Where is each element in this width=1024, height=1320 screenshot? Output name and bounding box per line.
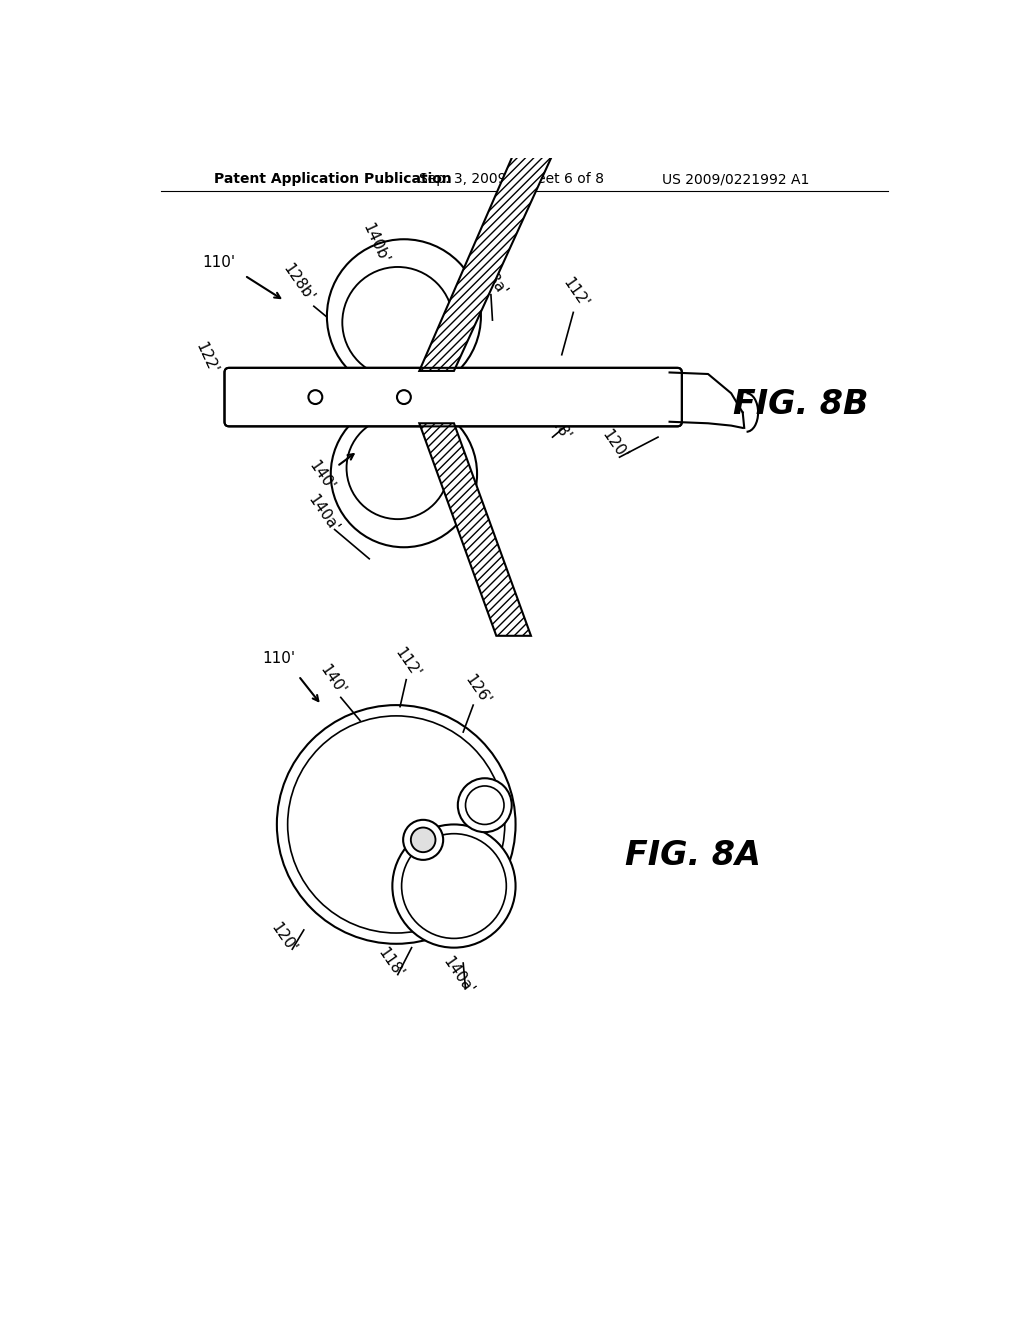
Circle shape bbox=[466, 785, 504, 825]
Circle shape bbox=[276, 705, 515, 944]
Text: 128b': 128b' bbox=[280, 261, 316, 305]
Circle shape bbox=[327, 239, 481, 393]
Text: US 2009/0221992 A1: US 2009/0221992 A1 bbox=[662, 172, 809, 186]
Text: 118': 118' bbox=[375, 945, 407, 981]
Bar bbox=[366, 371, 442, 424]
Polygon shape bbox=[419, 132, 558, 371]
Circle shape bbox=[401, 834, 506, 939]
Polygon shape bbox=[419, 424, 531, 636]
Circle shape bbox=[392, 825, 515, 948]
Text: 112': 112' bbox=[560, 276, 591, 312]
Text: 120': 120' bbox=[598, 426, 630, 463]
Text: 122': 122' bbox=[193, 341, 220, 376]
Text: FIG. 8B: FIG. 8B bbox=[733, 388, 868, 421]
Text: 118': 118' bbox=[543, 408, 573, 445]
Text: 110': 110' bbox=[203, 255, 236, 269]
Text: 128a': 128a' bbox=[473, 256, 509, 300]
Text: 112': 112' bbox=[392, 645, 423, 681]
Text: 120': 120' bbox=[267, 920, 299, 956]
Text: Patent Application Publication: Patent Application Publication bbox=[214, 172, 452, 186]
Text: 140': 140' bbox=[316, 663, 348, 698]
Text: FIG. 8A: FIG. 8A bbox=[625, 838, 761, 871]
Circle shape bbox=[397, 391, 411, 404]
Circle shape bbox=[411, 828, 435, 853]
Text: 140a': 140a' bbox=[439, 954, 476, 998]
Text: 140': 140' bbox=[306, 458, 337, 494]
FancyBboxPatch shape bbox=[224, 368, 682, 426]
Circle shape bbox=[458, 779, 512, 832]
Circle shape bbox=[308, 391, 323, 404]
Text: 110': 110' bbox=[262, 651, 296, 667]
Text: 140a': 140a' bbox=[305, 492, 341, 536]
Text: Sep. 3, 2009   Sheet 6 of 8: Sep. 3, 2009 Sheet 6 of 8 bbox=[419, 172, 604, 186]
Circle shape bbox=[403, 820, 443, 859]
Text: 140b': 140b' bbox=[359, 220, 391, 265]
Text: 126': 126' bbox=[462, 672, 493, 708]
Circle shape bbox=[288, 715, 505, 933]
Circle shape bbox=[331, 401, 477, 548]
